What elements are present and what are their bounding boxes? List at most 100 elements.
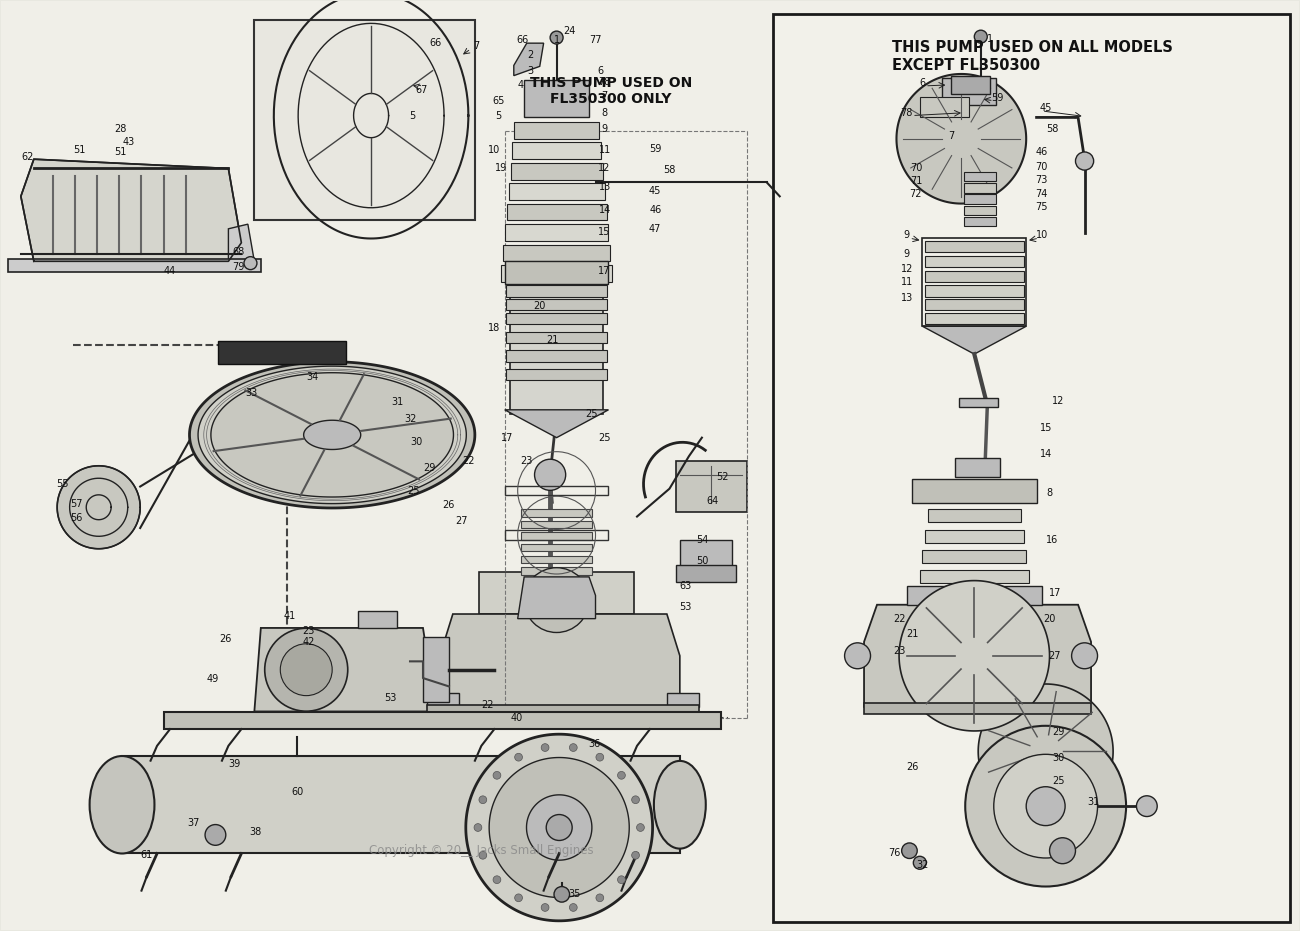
Bar: [504, 531, 608, 540]
Text: 11: 11: [598, 145, 611, 155]
Text: 47: 47: [649, 223, 662, 234]
Text: 38: 38: [250, 827, 261, 837]
Bar: [926, 300, 1023, 310]
Polygon shape: [190, 362, 474, 508]
Text: 30: 30: [1053, 753, 1065, 762]
Ellipse shape: [618, 772, 625, 779]
Text: 23: 23: [893, 646, 905, 656]
Text: 12: 12: [598, 164, 611, 173]
Bar: [920, 571, 1028, 584]
Text: 27: 27: [1049, 651, 1061, 661]
Polygon shape: [504, 410, 608, 438]
Text: 20: 20: [533, 301, 546, 311]
Text: 1: 1: [554, 35, 560, 46]
Bar: [478, 573, 634, 614]
Text: 54: 54: [696, 534, 708, 545]
Text: 42: 42: [303, 637, 315, 647]
Ellipse shape: [493, 772, 500, 779]
Text: 7: 7: [602, 91, 607, 101]
Ellipse shape: [637, 824, 645, 831]
Text: 60: 60: [291, 788, 303, 797]
Text: 64: 64: [706, 496, 719, 506]
Ellipse shape: [534, 459, 566, 491]
Text: 44: 44: [164, 265, 177, 276]
Ellipse shape: [90, 756, 155, 854]
Text: 7: 7: [948, 131, 954, 141]
Ellipse shape: [1049, 838, 1075, 864]
Text: 13: 13: [598, 182, 611, 192]
Text: 31: 31: [391, 398, 403, 408]
Ellipse shape: [618, 876, 625, 884]
Bar: [122, 756, 680, 854]
Bar: [680, 540, 732, 568]
Polygon shape: [489, 758, 629, 897]
Text: 59: 59: [992, 93, 1004, 103]
Text: 10: 10: [1036, 230, 1048, 240]
Text: 22: 22: [462, 456, 474, 466]
Text: 4: 4: [517, 80, 524, 90]
Bar: [506, 369, 607, 380]
Ellipse shape: [541, 744, 549, 751]
Polygon shape: [465, 735, 653, 921]
Text: 30: 30: [411, 438, 422, 447]
Ellipse shape: [515, 894, 523, 902]
Text: 56: 56: [70, 513, 83, 523]
Bar: [667, 693, 699, 707]
Text: 15: 15: [598, 226, 611, 236]
Polygon shape: [864, 605, 1091, 707]
Bar: [521, 509, 593, 517]
Text: 35: 35: [568, 889, 581, 899]
Bar: [500, 265, 612, 282]
Polygon shape: [21, 159, 242, 262]
Text: 12: 12: [901, 263, 913, 274]
Ellipse shape: [205, 825, 226, 845]
Ellipse shape: [1026, 787, 1065, 826]
Text: 31: 31: [1088, 797, 1100, 806]
Text: 6: 6: [598, 66, 603, 76]
Bar: [521, 520, 593, 528]
Text: 66: 66: [516, 35, 529, 46]
Bar: [952, 75, 989, 94]
Text: 23: 23: [303, 626, 315, 636]
Text: 41: 41: [283, 611, 295, 621]
Text: 10: 10: [489, 145, 500, 155]
Text: 25: 25: [408, 486, 420, 495]
Ellipse shape: [1071, 642, 1097, 668]
Text: 40: 40: [511, 713, 523, 723]
Text: 49: 49: [207, 674, 218, 684]
Polygon shape: [229, 224, 255, 262]
Text: 9: 9: [602, 125, 607, 134]
Text: 65: 65: [491, 96, 504, 106]
Ellipse shape: [902, 843, 918, 858]
Bar: [864, 703, 1091, 714]
Text: 46: 46: [649, 205, 662, 215]
Polygon shape: [304, 420, 360, 450]
Polygon shape: [514, 43, 543, 75]
Text: 45: 45: [1040, 103, 1052, 114]
Text: 32: 32: [404, 414, 416, 425]
Text: 26: 26: [906, 762, 918, 772]
Text: 18: 18: [489, 323, 500, 333]
Ellipse shape: [515, 753, 523, 761]
Ellipse shape: [478, 796, 486, 803]
Bar: [913, 479, 1036, 503]
Text: 75: 75: [1036, 202, 1048, 212]
Polygon shape: [897, 74, 1026, 204]
Bar: [907, 587, 1041, 605]
Bar: [928, 509, 1020, 522]
Bar: [506, 331, 607, 343]
Bar: [506, 350, 607, 361]
Text: 16: 16: [1046, 534, 1058, 545]
Text: 33: 33: [246, 388, 257, 398]
Text: 19: 19: [495, 164, 507, 173]
Polygon shape: [198, 366, 467, 504]
Bar: [507, 204, 607, 221]
Bar: [426, 693, 459, 707]
Text: 62: 62: [21, 153, 34, 162]
Text: 52: 52: [716, 472, 729, 481]
Ellipse shape: [974, 30, 987, 43]
Text: 5: 5: [495, 112, 502, 121]
Text: 71: 71: [910, 177, 922, 186]
Bar: [506, 286, 607, 297]
Bar: [942, 77, 996, 105]
